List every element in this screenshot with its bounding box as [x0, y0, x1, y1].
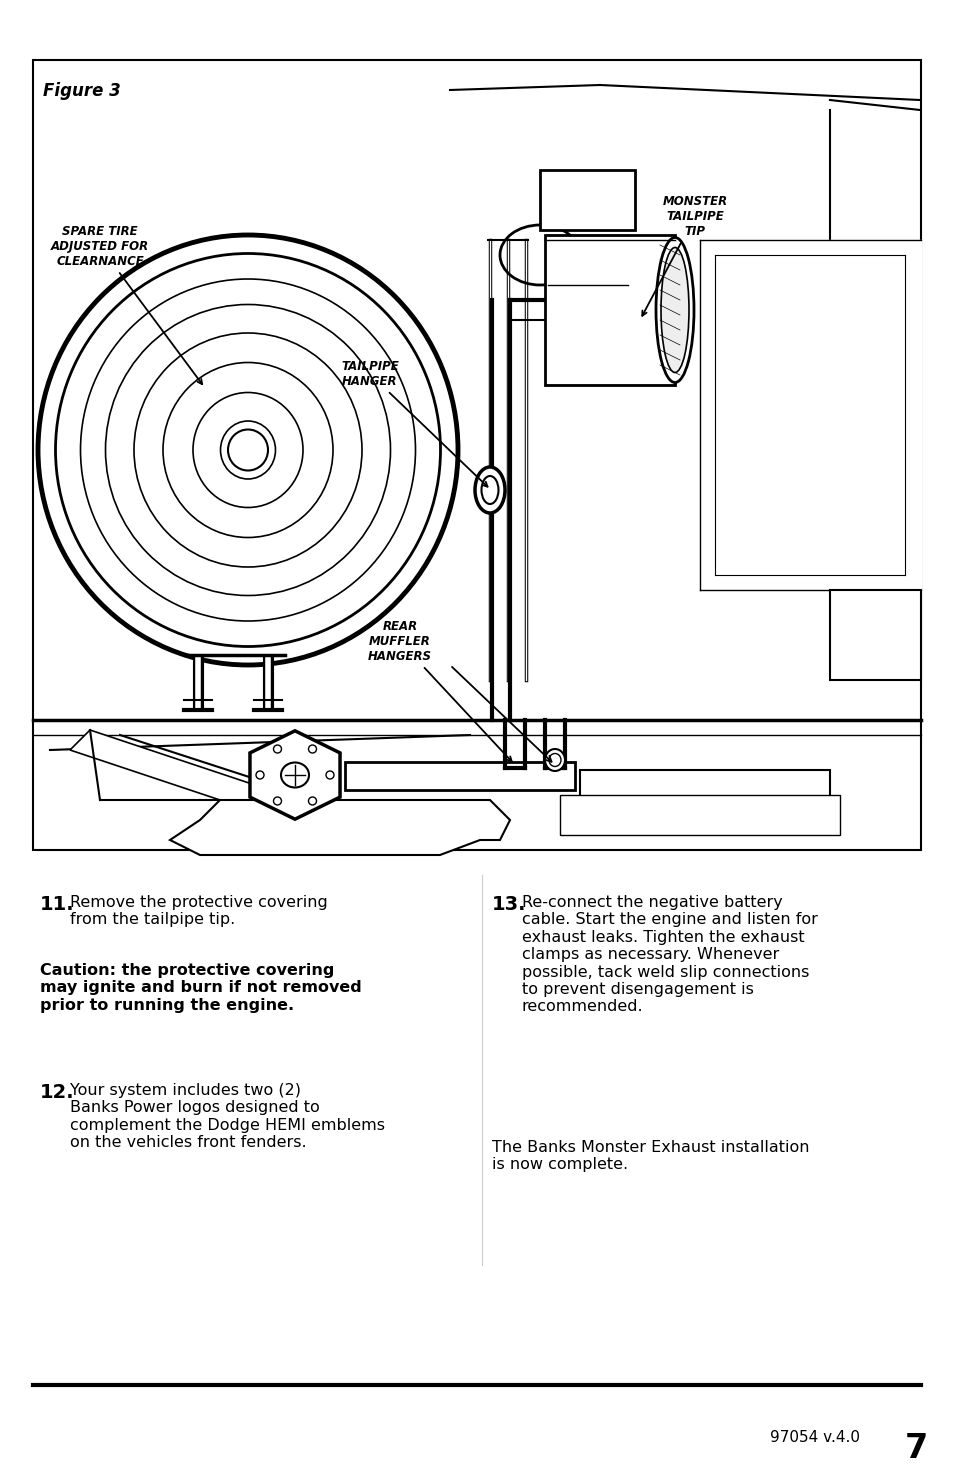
Text: SPARE TIRE
ADJUSTED FOR
CLEARNANCE: SPARE TIRE ADJUSTED FOR CLEARNANCE — [51, 226, 202, 384]
Polygon shape — [250, 730, 339, 819]
Text: 13.: 13. — [492, 895, 526, 914]
Text: Caution: the protective covering
may ignite and burn if not removed
prior to run: Caution: the protective covering may ign… — [40, 963, 361, 1013]
Text: Remove the protective covering
from the tailpipe tip.: Remove the protective covering from the … — [70, 895, 328, 928]
Text: REAR
MUFFLER
HANGERS: REAR MUFFLER HANGERS — [368, 620, 511, 761]
Ellipse shape — [281, 763, 309, 788]
Bar — [829, 590, 920, 680]
Bar — [559, 795, 840, 835]
Bar — [544, 235, 675, 385]
Ellipse shape — [55, 254, 440, 646]
Ellipse shape — [656, 237, 693, 382]
Bar — [345, 763, 575, 791]
Text: Re-connect the negative battery
cable. Start the engine and listen for
exhaust l: Re-connect the negative battery cable. S… — [521, 895, 817, 1015]
Ellipse shape — [475, 468, 504, 513]
Text: The Banks Monster Exhaust installation
is now complete.: The Banks Monster Exhaust installation i… — [492, 1140, 809, 1173]
Ellipse shape — [274, 796, 281, 805]
Bar — [579, 770, 829, 820]
Ellipse shape — [255, 771, 264, 779]
Polygon shape — [170, 799, 510, 855]
Text: Figure 3: Figure 3 — [43, 83, 121, 100]
Text: 11.: 11. — [40, 895, 74, 914]
Text: TAILPIPE
HANGER: TAILPIPE HANGER — [341, 360, 487, 487]
Ellipse shape — [228, 429, 268, 471]
Ellipse shape — [544, 749, 564, 771]
Ellipse shape — [274, 745, 281, 754]
Bar — [539, 170, 635, 230]
Ellipse shape — [326, 771, 334, 779]
Text: MONSTER
TAILPIPE
TIP: MONSTER TAILPIPE TIP — [641, 195, 727, 316]
Ellipse shape — [308, 796, 316, 805]
Text: Your system includes two (2)
Banks Power logos designed to
complement the Dodge : Your system includes two (2) Banks Power… — [70, 1083, 385, 1151]
Ellipse shape — [308, 745, 316, 754]
Text: 97054 v.4.0: 97054 v.4.0 — [769, 1429, 859, 1445]
Polygon shape — [700, 240, 920, 590]
Ellipse shape — [38, 235, 457, 665]
Text: 7: 7 — [904, 1432, 927, 1465]
Ellipse shape — [481, 476, 498, 504]
Text: 12.: 12. — [40, 1083, 74, 1102]
Polygon shape — [70, 730, 299, 820]
Ellipse shape — [548, 754, 560, 767]
Bar — [33, 60, 920, 850]
Ellipse shape — [660, 248, 688, 373]
